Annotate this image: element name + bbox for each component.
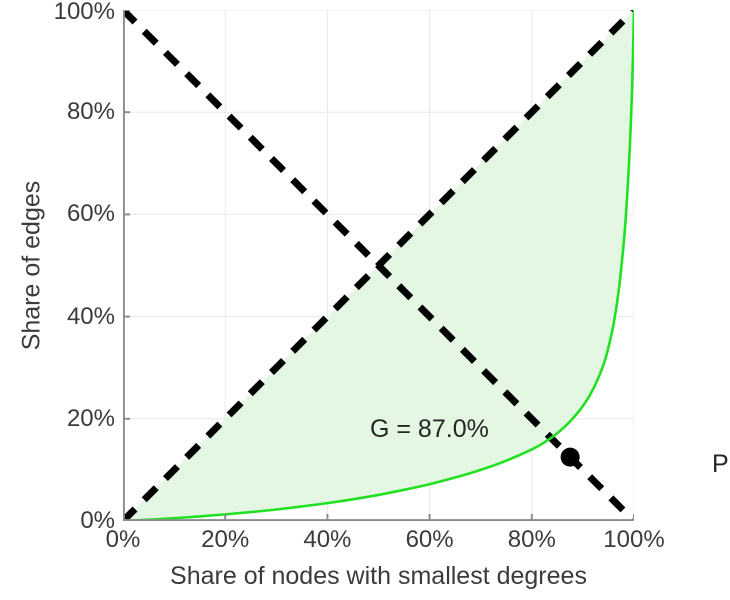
y-tick-label: 40%	[66, 302, 115, 330]
reference-dashed-lines	[123, 10, 634, 521]
y-axis-tick-labels: 0% 20% 40% 60% 80% 100%	[0, 0, 115, 600]
axis-tick-marks	[123, 10, 634, 521]
x-tick-label: 100%	[603, 526, 665, 553]
y-tick-label: 60%	[66, 200, 115, 228]
chart-svg	[123, 10, 634, 521]
plot-area: G = 87.0% P = 12.5%	[123, 10, 730, 521]
axis-lines	[123, 10, 634, 521]
x-tick-label: 20%	[201, 526, 250, 553]
y-tick-label: 100%	[53, 0, 115, 25]
x-tick-label: 0%	[105, 526, 141, 553]
point-annotation-label: P = 12.5%	[712, 450, 730, 478]
y-tick-label: 20%	[66, 404, 115, 432]
x-axis-title: Share of nodes with smallest degrees	[170, 562, 587, 590]
lorenz-curve-line	[123, 10, 634, 521]
x-tick-label: 80%	[507, 526, 556, 553]
x-tick-label: 60%	[405, 526, 454, 553]
y-tick-label: 80%	[66, 98, 115, 126]
data-point-markers	[560, 447, 580, 467]
y-tick-label: 0%	[80, 507, 115, 534]
gini-annotation-label: G = 87.0%	[370, 415, 489, 443]
x-tick-label: 40%	[303, 526, 352, 553]
